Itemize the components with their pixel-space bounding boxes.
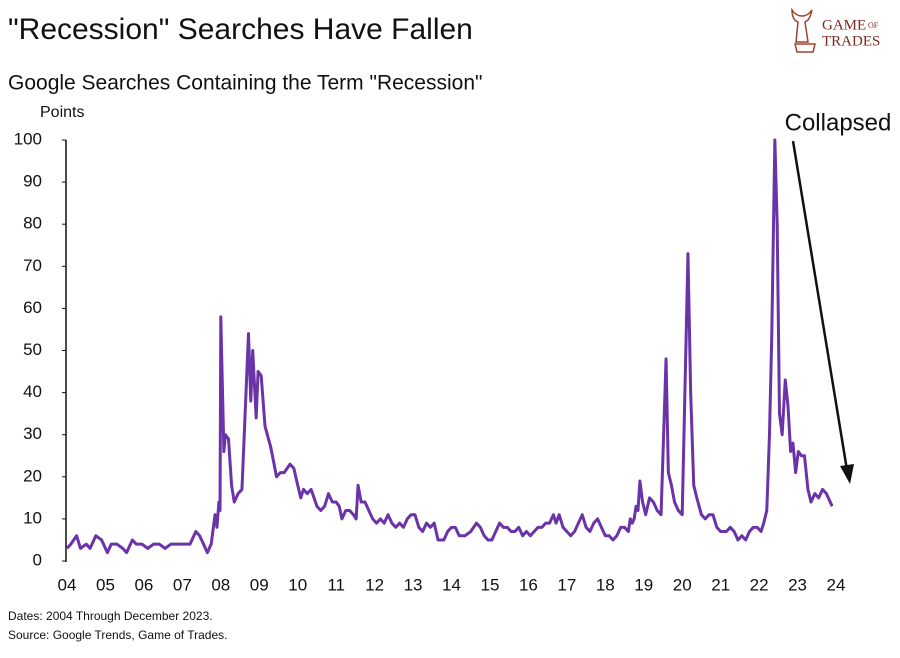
y-tick-label: 10 <box>23 508 42 527</box>
x-tick-label: 04 <box>58 575 77 594</box>
y-tick-label: 100 <box>14 129 42 148</box>
x-tick-label: 06 <box>134 575 153 594</box>
y-tick-label: 20 <box>23 466 42 485</box>
line-series <box>65 138 834 555</box>
logo: Game of Trades <box>791 7 880 53</box>
x-tick-label: 11 <box>327 575 345 594</box>
x-tick-label: 19 <box>634 575 653 594</box>
y-tick-label: 60 <box>23 298 42 317</box>
x-tick-label: 18 <box>596 575 615 594</box>
chart-title: "Recession" Searches Have Fallen <box>8 13 473 46</box>
x-tick-label: 05 <box>96 575 115 594</box>
logo-text: Game <box>822 17 866 33</box>
y-tick-label: 0 <box>33 550 42 569</box>
x-tick-label: 22 <box>750 575 769 594</box>
logo-text: of <box>868 21 879 30</box>
x-tick-label: 16 <box>519 575 538 594</box>
y-axis-label: Points <box>40 104 84 121</box>
x-tick-label: 15 <box>480 575 499 594</box>
note: Dates: 2004 Through December 2023. <box>8 609 213 623</box>
y-tick-label: 80 <box>23 214 42 233</box>
x-tick-label: 08 <box>211 575 230 594</box>
y-tick-label: 40 <box>23 382 42 401</box>
chart-subtitle: Google Searches Containing the Term "Rec… <box>8 72 482 95</box>
annotation-arrow <box>791 140 854 484</box>
x-tick-label: 07 <box>173 575 192 594</box>
y-tick-label: 30 <box>23 424 42 443</box>
annotation: Collapsed <box>785 109 892 136</box>
x-tick-label: 21 <box>711 575 730 594</box>
x-tick-label: 13 <box>404 575 423 594</box>
x-tick-label: 14 <box>442 575 461 594</box>
logo-text: Trades <box>822 33 880 49</box>
x-tick-label: 12 <box>365 575 384 594</box>
x-tick-label: 24 <box>827 575 846 594</box>
x-tick-label: 23 <box>788 575 807 594</box>
note: Source: Google Trends, Game of Trades. <box>8 628 227 642</box>
x-tick-label: 17 <box>557 575 576 594</box>
x-tick-label: 10 <box>288 575 307 594</box>
x-tick-label: 09 <box>250 575 269 594</box>
y-tick-label: 90 <box>23 172 42 191</box>
x-tick-label: 20 <box>673 575 692 594</box>
y-tick-label: 50 <box>23 340 42 359</box>
y-tick-label: 70 <box>23 256 42 275</box>
